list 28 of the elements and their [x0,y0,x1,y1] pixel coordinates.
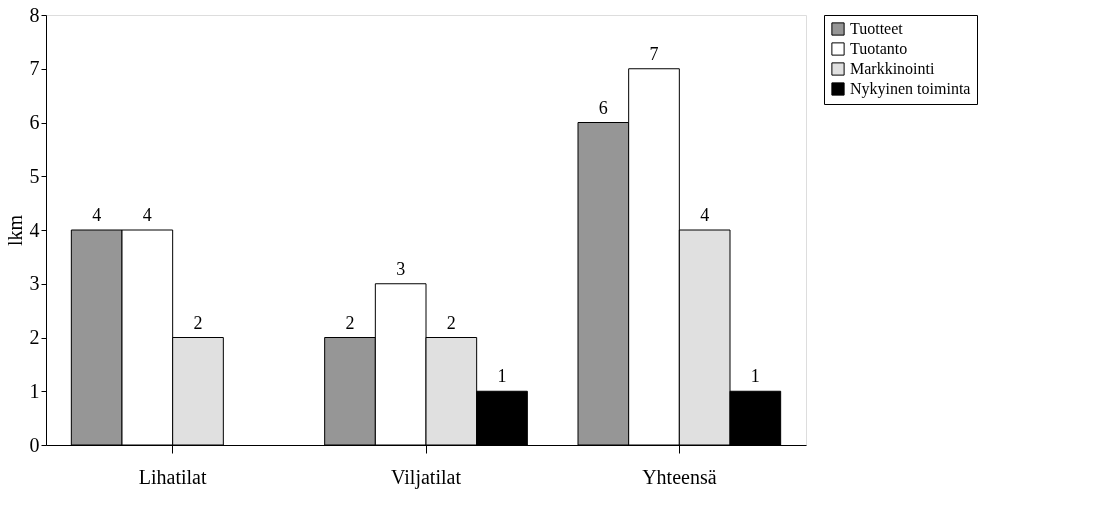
y-tick-label: 8 [29,3,40,26]
data-label: 7 [649,43,659,64]
y-axis-title: lkm [3,214,26,247]
data-label: 1 [497,366,507,387]
legend-label: Nykyinen toiminta [850,80,971,98]
y-tick-label: 2 [29,326,40,348]
y-tick-label: 1 [29,379,40,402]
legend-label: Markkinointi [850,60,935,77]
legend-label: Tuotanto [850,40,908,57]
y-tick-label: 7 [29,57,40,80]
y-tick-label: 4 [29,218,40,241]
data-label: 2 [345,312,355,333]
data-label: 2 [193,312,203,333]
data-label: 4 [700,205,710,225]
data-label: 6 [598,97,608,118]
x-tick-label: Viljatilat [391,465,462,489]
legend-label: Tuotteet [850,20,904,37]
y-tick-label: 6 [29,111,40,133]
y-tick-label: 0 [29,433,40,456]
data-label: 4 [142,205,152,225]
x-tick-label: Lihatilat [138,465,207,488]
data-label: 4 [92,205,102,225]
data-label: 2 [446,312,456,333]
data-label: 1 [750,366,760,387]
x-tick-label: Yhteensä [642,465,717,488]
y-tick-label: 5 [29,164,40,187]
y-tick-label: 3 [29,272,40,295]
data-label: 3 [396,258,406,279]
